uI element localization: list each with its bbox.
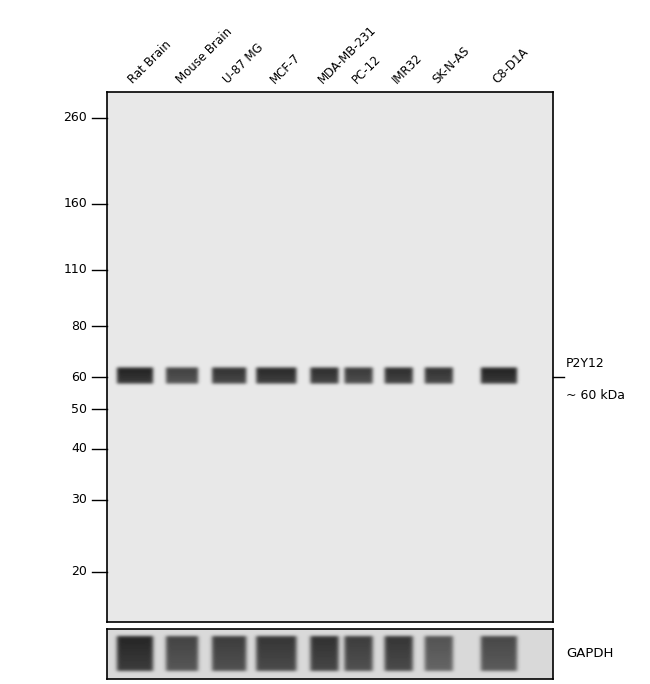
Text: 40: 40 xyxy=(72,443,87,456)
Text: 50: 50 xyxy=(72,403,87,416)
Text: 80: 80 xyxy=(72,319,87,332)
Text: MDA-MB-231: MDA-MB-231 xyxy=(316,23,379,86)
Text: GAPDH: GAPDH xyxy=(566,647,613,661)
Text: MCF-7: MCF-7 xyxy=(268,51,304,86)
Text: 60: 60 xyxy=(72,371,87,384)
Text: 160: 160 xyxy=(64,197,87,210)
Text: C8-D1A: C8-D1A xyxy=(490,45,530,86)
Text: 20: 20 xyxy=(72,565,87,578)
Text: ~ 60 kDa: ~ 60 kDa xyxy=(566,389,625,402)
Text: 260: 260 xyxy=(64,111,87,124)
Text: 30: 30 xyxy=(72,493,87,506)
Text: Rat Brain: Rat Brain xyxy=(126,38,174,86)
Text: P2Y12: P2Y12 xyxy=(566,357,604,370)
Text: PC-12: PC-12 xyxy=(350,52,384,86)
Text: U-87 MG: U-87 MG xyxy=(220,41,266,86)
Text: Mouse Brain: Mouse Brain xyxy=(174,25,235,86)
Text: SK-N-AS: SK-N-AS xyxy=(430,44,472,86)
Text: 110: 110 xyxy=(64,263,87,276)
Text: IMR32: IMR32 xyxy=(390,51,424,86)
